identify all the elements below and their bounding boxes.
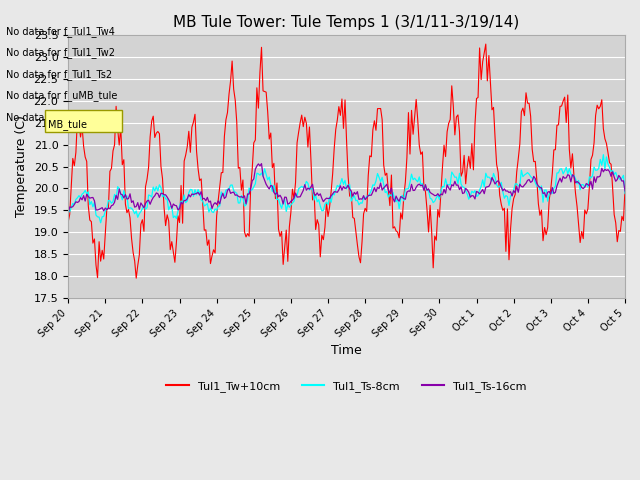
Text: MB_tule: MB_tule <box>48 119 87 130</box>
Tul1_Ts-16cm <box>168 205 175 211</box>
Tul1_Ts-8cm <box>80 190 88 196</box>
Legend: Tul1_Tw+10cm, Tul1_Ts-8cm, Tul1_Ts-16cm: Tul1_Tw+10cm, Tul1_Ts-8cm, Tul1_Ts-16cm <box>162 377 531 396</box>
Tul1_Ts-8cm <box>97 220 104 226</box>
Tul1_Ts-16cm <box>64 211 72 216</box>
Tul1_Ts-8cm <box>64 205 72 211</box>
Tul1_Ts-16cm <box>621 188 629 194</box>
Tul1_Ts-16cm <box>258 161 266 167</box>
Text: No data for f_Tul1_Ts32: No data for f_Tul1_Ts32 <box>6 112 118 123</box>
Tul1_Ts-8cm <box>383 189 390 194</box>
Y-axis label: Temperature (C): Temperature (C) <box>15 116 28 217</box>
Text: No data for f_Tul1_Tw4: No data for f_Tul1_Tw4 <box>6 25 115 36</box>
Line: Tul1_Tw+10cm: Tul1_Tw+10cm <box>68 44 625 278</box>
Tul1_Tw+10cm <box>482 41 490 47</box>
Tul1_Ts-16cm <box>80 193 88 199</box>
Tul1_Ts-16cm <box>401 196 409 202</box>
Tul1_Tw+10cm <box>556 104 564 109</box>
Tul1_Ts-8cm <box>401 186 409 192</box>
Tul1_Ts-8cm <box>170 215 177 220</box>
Title: MB Tule Tower: Tule Temps 1 (3/1/11-3/19/14): MB Tule Tower: Tule Temps 1 (3/1/11-3/19… <box>173 15 520 30</box>
Tul1_Tw+10cm <box>401 179 409 185</box>
Tul1_Ts-8cm <box>621 191 629 196</box>
Tul1_Tw+10cm <box>64 219 72 225</box>
Tul1_Tw+10cm <box>170 249 177 255</box>
X-axis label: Time: Time <box>332 344 362 357</box>
Tul1_Ts-8cm <box>555 170 563 176</box>
Tul1_Tw+10cm <box>621 186 629 192</box>
Text: No data for f_Tul1_Tw2: No data for f_Tul1_Tw2 <box>6 47 115 58</box>
Tul1_Ts-8cm <box>414 179 422 185</box>
Line: Tul1_Ts-16cm: Tul1_Ts-16cm <box>68 164 625 214</box>
Tul1_Tw+10cm <box>414 117 422 122</box>
Tul1_Tw+10cm <box>80 144 88 149</box>
Tul1_Ts-16cm <box>414 182 422 188</box>
Tul1_Ts-16cm <box>555 179 563 185</box>
Line: Tul1_Ts-8cm: Tul1_Ts-8cm <box>68 155 625 223</box>
Text: No data for f_uMB_tule: No data for f_uMB_tule <box>6 90 118 101</box>
Tul1_Tw+10cm <box>383 170 390 176</box>
Text: No data for f_Tul1_Ts2: No data for f_Tul1_Ts2 <box>6 69 113 80</box>
Tul1_Ts-8cm <box>600 152 607 157</box>
Tul1_Ts-16cm <box>383 181 390 187</box>
Tul1_Tw+10cm <box>132 275 140 281</box>
